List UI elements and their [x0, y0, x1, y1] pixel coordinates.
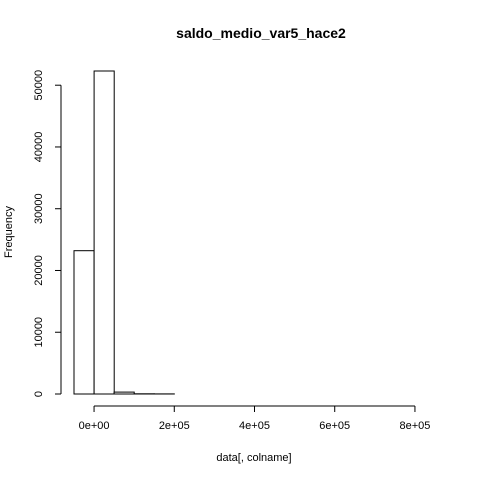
histogram-bar-1	[93, 70, 115, 395]
y-axis: 0 10000 20000 30000 40000 50000	[33, 70, 62, 397]
y-axis-label: Frequency	[3, 206, 15, 258]
x-tick-label-0: 0e+00	[79, 420, 110, 432]
histogram-bar-0	[73, 250, 95, 395]
x-tick-label-4: 8e+05	[399, 420, 430, 432]
x-tick-label-3: 6e+05	[319, 420, 350, 432]
x-tick-label-1: 2e+05	[159, 420, 190, 432]
y-tick-label-2: 20000	[33, 255, 45, 286]
y-tick-label-4: 40000	[33, 132, 45, 163]
y-tick-label-3: 30000	[33, 193, 45, 224]
y-tick-label-5: 50000	[33, 70, 45, 101]
y-tick-label-1: 10000	[33, 317, 45, 348]
x-axis: 0e+00 2e+05 4e+05 6e+05 8e+05	[79, 405, 430, 432]
x-axis-label: data[, colname]	[216, 452, 291, 464]
chart-title: saldo_medio_var5_hace2	[176, 25, 346, 41]
y-tick-label-0: 0	[33, 391, 45, 397]
histogram-bar-2	[113, 391, 135, 395]
histogram-bars	[73, 70, 175, 395]
x-tick-label-2: 4e+05	[239, 420, 270, 432]
